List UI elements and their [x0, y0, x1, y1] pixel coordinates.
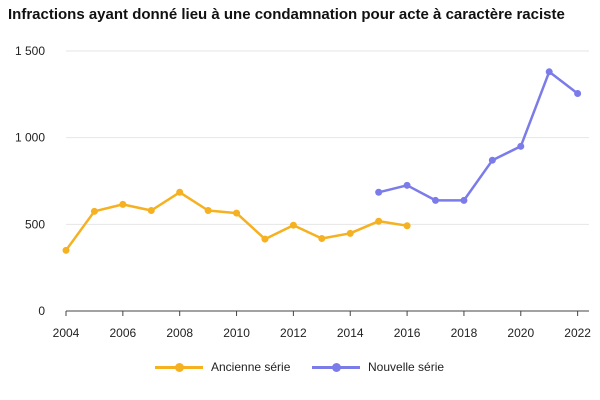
data-point-1 — [574, 89, 582, 97]
data-point-0 — [261, 235, 269, 243]
data-point-0 — [403, 222, 411, 230]
legend-label-nouvelle: Nouvelle série — [368, 360, 445, 374]
data-point-0 — [233, 209, 241, 217]
x-tick-label: 2008 — [166, 326, 193, 340]
x-tick-label: 2022 — [564, 326, 591, 340]
y-tick-label: 500 — [25, 217, 45, 231]
plot-area: 0 500 1 000 1 500 2004 2006 2008 2010 2012 2014 20… — [15, 44, 591, 340]
legend: Ancienne série Nouvelle série — [0, 360, 600, 384]
legend-swatch-nouvelle — [312, 361, 360, 373]
x-tick-label: 2012 — [280, 326, 307, 340]
x-tick-label: 2018 — [451, 326, 478, 340]
x-tick-label: 2004 — [53, 326, 80, 340]
y-tick-label: 0 — [38, 304, 45, 318]
x-tick-label: 2020 — [507, 326, 534, 340]
data-point-1 — [403, 181, 411, 189]
data-point-0 — [204, 206, 212, 214]
legend-item-nouvelle: Nouvelle série — [312, 360, 444, 374]
data-point-0 — [346, 229, 354, 237]
series-line-0 — [64, 191, 408, 252]
data-point-1 — [432, 196, 440, 204]
legend-item-ancienne: Ancienne série — [155, 360, 290, 374]
data-point-0 — [318, 235, 326, 243]
x-tick-label: 2010 — [223, 326, 250, 340]
data-point-1 — [517, 142, 525, 150]
data-point-1 — [545, 68, 553, 76]
legend-label-ancienne: Ancienne série — [211, 360, 291, 374]
data-point-0 — [62, 246, 70, 254]
data-point-0 — [90, 207, 98, 215]
x-tick-label: 2016 — [394, 326, 421, 340]
data-point-0 — [176, 188, 184, 196]
data-point-1 — [375, 188, 383, 196]
data-point-0 — [289, 221, 297, 229]
data-point-0 — [375, 217, 383, 225]
x-tick-label: 2014 — [337, 326, 364, 340]
data-point-1 — [460, 196, 468, 204]
x-tick-label: 2006 — [109, 326, 136, 340]
data-point-0 — [119, 200, 127, 208]
chart-title: Infractions ayant donné lieu à une conda… — [8, 6, 565, 23]
legend-swatch-ancienne — [155, 361, 203, 373]
data-point-0 — [147, 206, 155, 214]
y-tick-label: 1 500 — [15, 44, 45, 58]
data-point-1 — [488, 156, 496, 164]
y-tick-label: 1 000 — [15, 131, 45, 145]
series-line-1 — [378, 70, 579, 202]
